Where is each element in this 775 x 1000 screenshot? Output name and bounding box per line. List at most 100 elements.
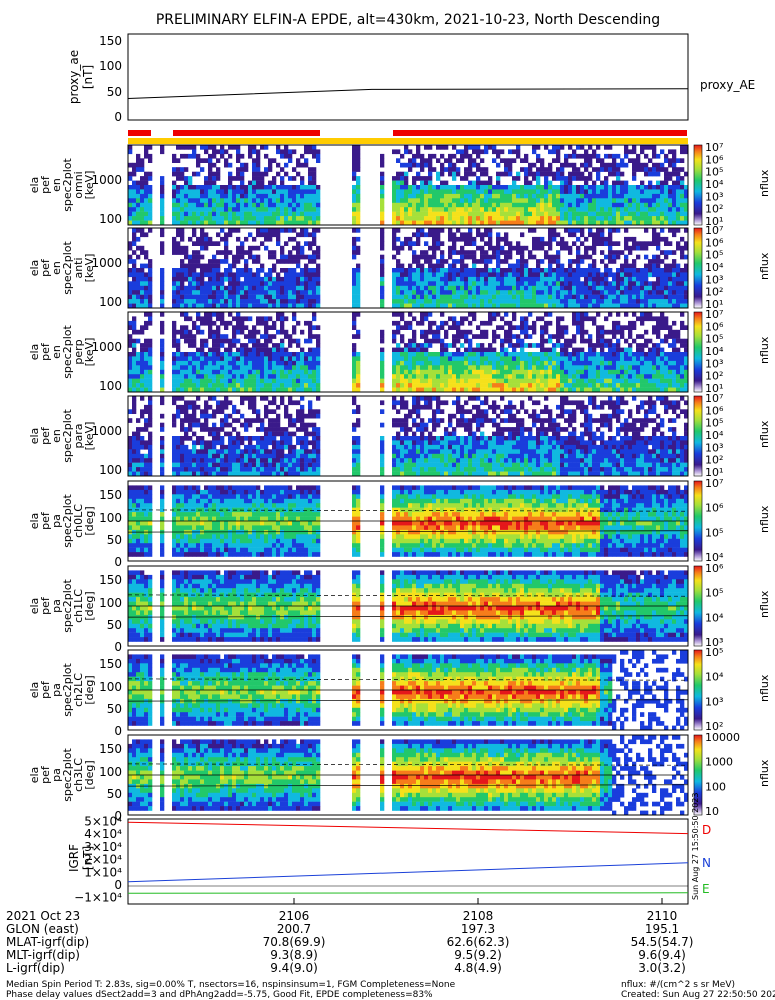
heatmap-cell bbox=[588, 228, 592, 233]
heatmap-cell bbox=[400, 365, 404, 370]
heatmap-cell bbox=[480, 343, 484, 348]
heatmap-cell bbox=[560, 316, 564, 321]
heatmap-cell bbox=[612, 334, 616, 339]
heatmap-cell bbox=[268, 334, 272, 339]
heatmap-cell bbox=[632, 299, 636, 304]
heatmap-cell bbox=[552, 379, 556, 384]
heatmap-cell bbox=[592, 361, 596, 366]
heatmap-cell bbox=[624, 348, 628, 353]
heatmap-cell bbox=[612, 181, 616, 186]
heatmap-cell bbox=[496, 312, 500, 317]
heatmap-cell bbox=[480, 185, 484, 190]
heatmap-cell bbox=[160, 352, 164, 357]
heatmap-cell bbox=[660, 149, 664, 154]
heatmap-cell bbox=[236, 185, 240, 190]
heatmap-cell bbox=[584, 365, 588, 370]
heatmap-cell bbox=[544, 325, 548, 330]
heatmap-cell bbox=[484, 212, 488, 217]
heatmap-cell bbox=[140, 189, 144, 194]
heatmap-cell bbox=[304, 203, 308, 208]
heatmap-cell bbox=[148, 212, 152, 217]
heatmap-cell bbox=[308, 232, 312, 237]
heatmap-cell bbox=[424, 203, 428, 208]
heatmap-cell bbox=[460, 250, 464, 255]
heatmap-cell bbox=[552, 203, 556, 208]
heatmap-cell bbox=[408, 194, 412, 199]
heatmap-cell bbox=[232, 277, 236, 282]
heatmap-cell bbox=[672, 212, 676, 217]
heatmap-cell bbox=[424, 295, 428, 300]
heatmap-cell bbox=[624, 370, 628, 375]
heatmap-cell bbox=[536, 154, 540, 159]
heatmap-cell bbox=[184, 383, 188, 388]
heatmap-cell bbox=[404, 272, 408, 277]
heatmap-cell bbox=[420, 334, 424, 339]
heatmap-cell bbox=[236, 348, 240, 353]
heatmap-cell bbox=[288, 198, 292, 203]
heatmap-cell bbox=[544, 172, 548, 177]
heatmap-cell bbox=[624, 272, 628, 277]
heatmap-cell bbox=[528, 198, 532, 203]
heatmap-cell bbox=[600, 203, 604, 208]
heatmap-cell bbox=[240, 198, 244, 203]
heatmap-cell bbox=[260, 172, 264, 177]
heatmap-cell bbox=[248, 232, 252, 237]
heatmap-cell bbox=[228, 281, 232, 286]
heatmap-cell bbox=[420, 250, 424, 255]
heatmap-cell bbox=[304, 216, 308, 221]
heatmap-cell bbox=[236, 290, 240, 295]
heatmap-cell bbox=[576, 352, 580, 357]
heatmap-cell bbox=[556, 361, 560, 366]
heatmap-cell bbox=[620, 356, 624, 361]
heatmap-cell bbox=[412, 268, 416, 273]
heatmap-cell bbox=[636, 365, 640, 370]
heatmap-cell bbox=[500, 316, 504, 321]
heatmap-cell bbox=[668, 277, 672, 282]
heatmap-cell bbox=[316, 374, 320, 379]
heatmap-cell bbox=[180, 361, 184, 366]
heatmap-cell bbox=[592, 370, 596, 375]
heatmap-cell bbox=[660, 167, 664, 172]
heatmap-cell bbox=[528, 361, 532, 366]
heatmap-cell bbox=[664, 203, 668, 208]
heatmap-cell bbox=[492, 203, 496, 208]
heatmap-cell bbox=[424, 212, 428, 217]
heatmap-cell bbox=[228, 203, 232, 208]
heatmap-cell bbox=[592, 290, 596, 295]
heatmap-cell bbox=[508, 343, 512, 348]
heatmap-cell bbox=[476, 272, 480, 277]
heatmap-cell bbox=[132, 361, 136, 366]
heatmap-cell bbox=[428, 232, 432, 237]
heatmap-cell bbox=[536, 374, 540, 379]
heatmap-cell bbox=[532, 194, 536, 199]
heatmap-cell bbox=[540, 286, 544, 291]
heatmap-cell bbox=[132, 374, 136, 379]
heatmap-cell bbox=[588, 343, 592, 348]
heatmap-cell bbox=[352, 343, 356, 348]
heatmap-cell bbox=[288, 158, 292, 163]
heatmap-cell bbox=[656, 172, 660, 177]
heatmap-cell bbox=[256, 154, 260, 159]
heatmap-cell bbox=[268, 167, 272, 172]
heatmap-cell bbox=[480, 277, 484, 282]
heatmap-cell bbox=[212, 379, 216, 384]
heatmap-cell bbox=[264, 237, 268, 242]
heatmap-cell bbox=[404, 241, 408, 246]
heatmap-cell bbox=[172, 281, 176, 286]
heatmap-cell bbox=[296, 163, 300, 168]
heatmap-cell bbox=[312, 348, 316, 353]
heatmap-cell bbox=[144, 352, 148, 357]
heatmap-cell bbox=[184, 286, 188, 291]
heatmap-cell bbox=[584, 383, 588, 388]
colorbar-gradient bbox=[694, 145, 702, 225]
heatmap-cell bbox=[264, 343, 268, 348]
proxy-ae-ytick: 0 bbox=[114, 110, 122, 124]
heatmap-cell bbox=[660, 299, 664, 304]
heatmap-cell bbox=[132, 203, 136, 208]
heatmap-cell bbox=[472, 290, 476, 295]
heatmap-cell bbox=[436, 383, 440, 388]
heatmap-cell bbox=[232, 189, 236, 194]
heatmap-cell bbox=[580, 321, 584, 326]
heatmap-cell bbox=[552, 356, 556, 361]
heatmap-cell bbox=[256, 295, 260, 300]
